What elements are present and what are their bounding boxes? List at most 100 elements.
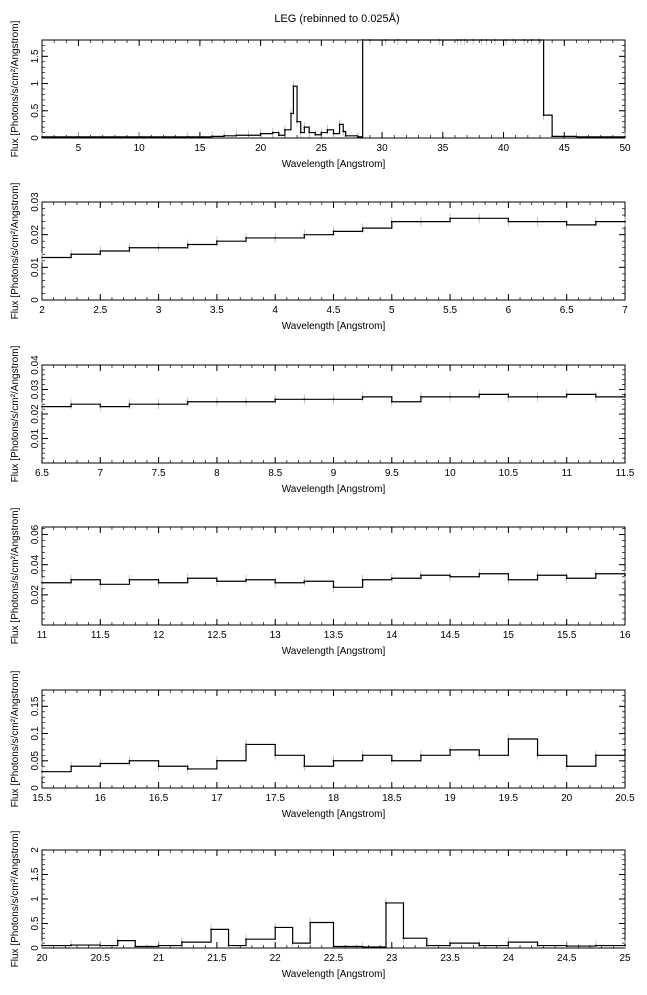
x-tick-label: 20.5 xyxy=(91,953,111,964)
x-tick-label: 30 xyxy=(377,143,389,154)
data-point xyxy=(216,580,218,583)
x-tick-label: 7 xyxy=(622,305,628,316)
data-point xyxy=(460,39,462,41)
data-point xyxy=(332,398,335,401)
data-point xyxy=(594,395,597,398)
data-point xyxy=(594,754,597,757)
x-tick-label: 7 xyxy=(98,468,104,479)
y-tick-label: 0.04 xyxy=(30,555,41,575)
x-tick-label: 11.5 xyxy=(616,468,635,479)
data-point xyxy=(292,85,295,88)
data-point xyxy=(624,944,626,946)
data-point xyxy=(157,581,160,584)
x-tick-label: 22 xyxy=(270,953,282,964)
y-tick-label: 0 xyxy=(30,785,41,791)
data-point xyxy=(116,939,119,942)
data-point xyxy=(41,256,43,259)
y-tick-label: 1.5 xyxy=(30,49,41,63)
x-tick-label: 45 xyxy=(559,143,571,154)
data-point xyxy=(390,577,393,580)
data-point xyxy=(303,398,306,401)
series-line-1 xyxy=(42,902,626,948)
data-point xyxy=(99,250,102,252)
x-tick-label: 10 xyxy=(134,143,146,154)
x-tick-label: 11 xyxy=(562,468,573,479)
data-point xyxy=(157,246,160,249)
y-tick-label: 0.02 xyxy=(30,404,41,424)
data-point xyxy=(420,574,422,577)
data-point xyxy=(303,765,306,768)
data-point xyxy=(594,944,597,947)
y-tick-label: 1.5 xyxy=(30,867,41,881)
x-tick-label: 20 xyxy=(561,793,573,804)
x-tick-label: 21.5 xyxy=(207,953,227,964)
data-point xyxy=(565,945,568,947)
data-point xyxy=(342,130,345,133)
x-tick-label: 15 xyxy=(503,630,515,641)
data-point xyxy=(245,400,247,403)
x-tick-label: 11.5 xyxy=(91,630,110,641)
data-point xyxy=(303,580,306,583)
y-tick-label: 0.15 xyxy=(30,696,41,716)
data-point xyxy=(157,403,160,406)
x-tick-label: 3 xyxy=(156,305,162,316)
data-point xyxy=(565,765,568,768)
data-point xyxy=(361,39,364,41)
x-tick-label: 12.5 xyxy=(207,630,227,641)
x-tick-label: 23 xyxy=(386,953,398,964)
data-point xyxy=(575,136,578,138)
data-point xyxy=(478,393,481,396)
data-point xyxy=(402,937,405,940)
x-tick-label: 13 xyxy=(270,630,282,641)
x-axis-label: Wavelength [Angstrom] xyxy=(282,159,386,170)
x-tick-label: 25 xyxy=(619,953,631,964)
y-tick-label: 0 xyxy=(30,135,41,141)
data-point xyxy=(332,945,335,948)
x-tick-label: 21 xyxy=(153,953,165,964)
data-point xyxy=(485,39,488,41)
data-point xyxy=(274,926,277,929)
data-point xyxy=(332,586,335,589)
data-point xyxy=(186,136,189,138)
y-axis-label: Flux [Photons/s/cm²/Angstrom] xyxy=(10,670,21,807)
data-point xyxy=(536,944,539,947)
x-tick-label: 15.5 xyxy=(557,630,577,641)
x-tick-label: 17.5 xyxy=(265,793,285,804)
data-point xyxy=(223,134,226,137)
data-point xyxy=(390,759,393,762)
data-point xyxy=(157,765,160,768)
x-tick-label: 19 xyxy=(445,793,457,804)
chart-panel-3: 6.5 7 7.5 8 8.5 9 9.5 10 10.5 11 11.5 0.01 0.02 0.03 0… xyxy=(10,345,635,495)
data-point xyxy=(216,759,218,762)
data-point xyxy=(449,575,451,578)
data-point xyxy=(308,131,311,134)
plot-frame xyxy=(41,364,626,464)
data-point xyxy=(624,393,626,396)
x-tick-label: 8 xyxy=(214,468,220,479)
data-point xyxy=(284,128,286,131)
data-point xyxy=(507,395,510,398)
x-tick-label: 3.5 xyxy=(210,305,224,316)
data-point xyxy=(507,220,510,223)
y-tick-label: 2 xyxy=(30,847,41,853)
data-point xyxy=(309,921,312,924)
data-point xyxy=(303,126,306,129)
y-tick-label: 0.01 xyxy=(30,257,41,277)
y-tick-label: 1 xyxy=(30,80,41,86)
data-point xyxy=(70,765,73,768)
data-point xyxy=(449,217,451,220)
x-tick-label: 18 xyxy=(328,793,340,804)
x-axis-label: Wavelength [Angstrom] xyxy=(282,646,386,657)
data-point xyxy=(247,134,250,137)
x-axis-label: Wavelength [Angstrom] xyxy=(282,484,386,495)
data-point xyxy=(290,112,292,115)
data-point xyxy=(99,405,102,408)
data-point xyxy=(181,941,183,944)
data-point xyxy=(128,759,131,762)
data-point xyxy=(565,393,568,396)
data-point xyxy=(70,403,73,406)
data-point xyxy=(396,39,399,41)
data-point xyxy=(624,748,626,751)
x-tick-label: 10.5 xyxy=(499,468,519,479)
